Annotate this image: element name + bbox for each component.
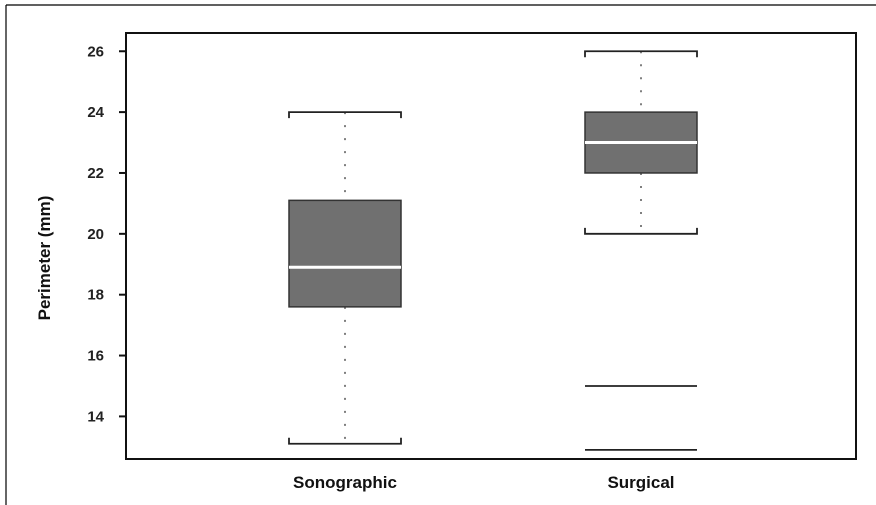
y-tick-label-18: 18 xyxy=(87,287,104,304)
y-tick-label-16: 16 xyxy=(87,348,104,365)
y-tick-label-20: 20 xyxy=(87,226,104,243)
x-axis-labels: Sonographic Surgical xyxy=(293,473,675,492)
y-axis-title: Perimeter (mm) xyxy=(35,196,54,321)
y-tick-label-14: 14 xyxy=(87,408,104,425)
plot-area xyxy=(126,33,856,459)
sonographic-box xyxy=(289,200,401,307)
y-axis-ticks: 14 16 18 20 22 24 26 xyxy=(87,43,126,425)
y-tick-label-22: 22 xyxy=(87,165,104,182)
x-label-surgical: Surgical xyxy=(607,473,674,492)
y-tick-label-26: 26 xyxy=(87,43,104,60)
x-label-sonographic: Sonographic xyxy=(293,473,397,492)
y-tick-label-24: 24 xyxy=(87,104,104,121)
